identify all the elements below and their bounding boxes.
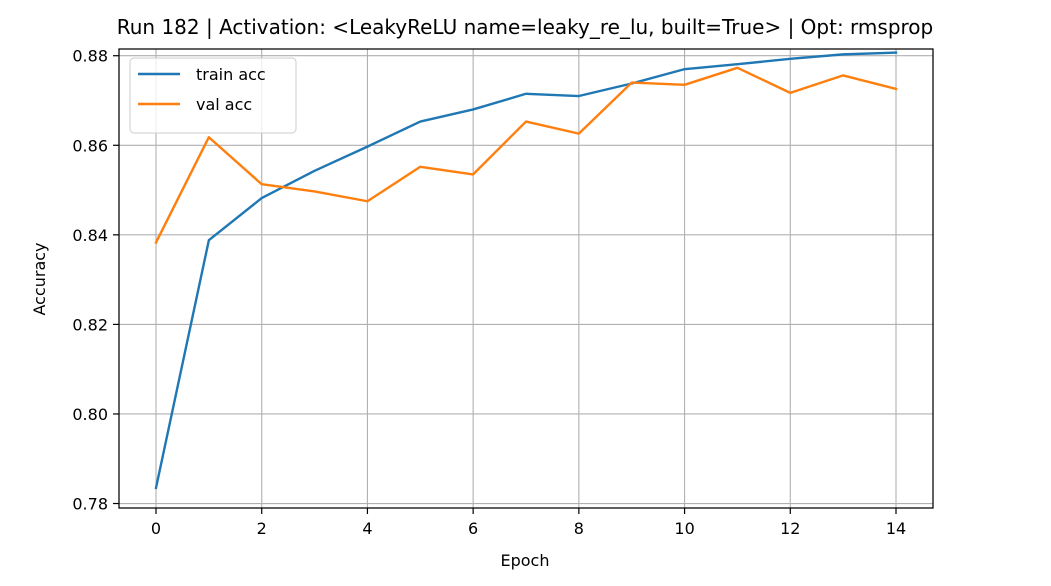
series-line-train-acc: [154, 51, 898, 490]
x-tick-label: 2: [257, 519, 267, 538]
y-tick-label: 0.82: [72, 315, 108, 334]
x-tick-label: 0: [151, 519, 161, 538]
y-axis-label: Accuracy: [30, 242, 49, 315]
x-tick-label: 10: [674, 519, 694, 538]
y-tick-label: 0.84: [72, 226, 108, 245]
x-tick-label: 14: [886, 519, 906, 538]
x-tick-label: 8: [574, 519, 584, 538]
legend-label: val acc: [196, 95, 252, 114]
y-tick-label: 0.88: [72, 47, 108, 66]
y-tick-label: 0.80: [72, 405, 108, 424]
x-tick-label: 12: [780, 519, 800, 538]
legend-label: train acc: [196, 65, 266, 84]
series-lines: [154, 51, 898, 490]
y-tick-label: 0.86: [72, 136, 108, 155]
x-axis-label: Epoch: [501, 551, 550, 570]
chart-title: Run 182 | Activation: <LeakyReLU name=le…: [117, 15, 933, 39]
plot-frame: [118, 48, 934, 509]
legend: train acc val acc: [129, 57, 297, 134]
y-tick-label: 0.78: [72, 495, 108, 514]
legend-box: [129, 57, 297, 134]
series-line-val-acc: [154, 66, 898, 245]
axis-ticks: 0 2 4 6 8 10 12 14 0.78 0.80 0.82 0.84 0.86 0.88: [72, 47, 906, 538]
grid: [119, 49, 933, 508]
x-tick-label: 6: [468, 519, 478, 538]
x-tick-label: 4: [362, 519, 372, 538]
